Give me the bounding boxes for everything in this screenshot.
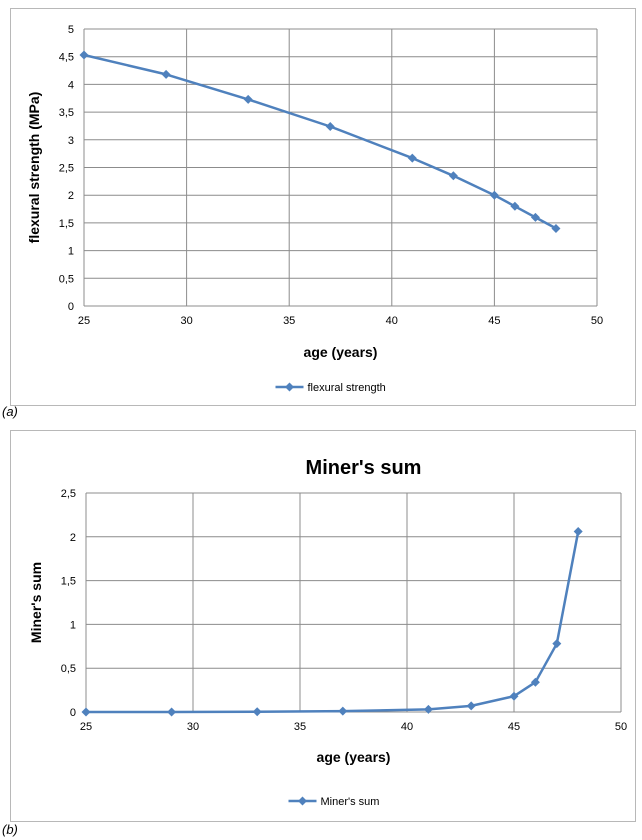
data-point-marker — [466, 701, 476, 711]
y-axis-label: Miner's sum — [28, 562, 44, 643]
caption-a: (a) — [2, 404, 18, 419]
y-tick-label: 1 — [68, 246, 74, 258]
y-tick-label: 1 — [70, 619, 76, 631]
chart-a-svg: 0 0,5 1 1,5 2 2,5 3 3,5 4 4,5 5 25 30 35 40 45 50 age (ye… — [26, 24, 603, 394]
chart-panel-b: Miner's sum 0 0,5 1 1,5 2 2,5 25 30 35 40 45 50 age (… — [10, 430, 636, 822]
chart-panel-a: 0 0,5 1 1,5 2 2,5 3 3,5 4 4,5 5 25 30 35 40 45 50 age (ye… — [10, 8, 636, 406]
data-point-marker — [161, 69, 171, 79]
data-point-marker — [530, 677, 540, 687]
x-tick-label: 50 — [615, 721, 627, 733]
data-point-marker — [552, 639, 562, 649]
chart-title: Miner's sum — [306, 457, 422, 479]
y-tick-label: 2 — [68, 190, 74, 202]
data-point-marker — [551, 223, 561, 233]
data-point-marker — [79, 50, 89, 60]
data-point-marker — [243, 94, 253, 104]
data-point-marker — [167, 707, 177, 717]
y-tick-label: 2 — [70, 532, 76, 544]
y-tick-label: 2,5 — [59, 163, 74, 175]
y-tick-label: 1,5 — [61, 576, 76, 588]
data-point-marker — [423, 704, 433, 714]
y-tick-label: 1,5 — [59, 218, 74, 230]
data-point-marker — [407, 153, 417, 163]
data-point-marker — [338, 706, 348, 716]
data-point-marker — [530, 212, 540, 222]
x-tick-label: 40 — [386, 315, 398, 327]
legend-label: flexural strength — [308, 382, 386, 394]
x-tick-label: 25 — [78, 315, 90, 327]
data-point-marker — [325, 122, 335, 132]
y-tick-label: 0,5 — [59, 273, 74, 285]
chart-b-svg: Miner's sum 0 0,5 1 1,5 2 2,5 25 30 35 40 45 50 age (… — [28, 457, 627, 808]
x-tick-label: 50 — [591, 315, 603, 327]
y-tick-label: 5 — [68, 24, 74, 36]
series-line — [83, 53, 557, 230]
x-tick-label: 45 — [508, 721, 520, 733]
x-tick-label: 35 — [294, 721, 306, 733]
data-point-marker — [489, 190, 499, 200]
x-tick-label: 30 — [187, 721, 199, 733]
y-tick-label: 0 — [68, 301, 74, 313]
legend-marker — [298, 796, 307, 806]
data-point-marker — [573, 527, 583, 537]
y-axis-label: flexural strength (MPa) — [26, 92, 42, 244]
legend-label: Miner's sum — [321, 796, 380, 808]
data-point-marker — [81, 707, 91, 717]
x-tick-label: 25 — [80, 721, 92, 733]
y-tick-label: 3 — [68, 135, 74, 147]
data-point-marker — [448, 171, 458, 181]
y-tick-label: 2,5 — [61, 488, 76, 500]
data-point-marker — [509, 691, 519, 701]
caption-b: (b) — [2, 822, 18, 837]
x-axis-label: age (years) — [304, 344, 378, 360]
y-tick-label: 0 — [70, 707, 76, 719]
data-point-marker — [510, 201, 520, 211]
y-tick-label: 4,5 — [59, 52, 74, 64]
legend-marker — [285, 382, 294, 392]
data-point-marker — [252, 707, 262, 717]
series-line — [86, 531, 580, 714]
x-tick-label: 30 — [180, 315, 192, 327]
x-tick-label: 45 — [488, 315, 500, 327]
x-tick-label: 35 — [283, 315, 295, 327]
y-tick-label: 3,5 — [59, 107, 74, 119]
y-tick-label: 0,5 — [61, 663, 76, 675]
y-tick-label: 4 — [68, 79, 74, 91]
x-tick-label: 40 — [401, 721, 413, 733]
x-axis-label: age (years) — [317, 749, 391, 765]
